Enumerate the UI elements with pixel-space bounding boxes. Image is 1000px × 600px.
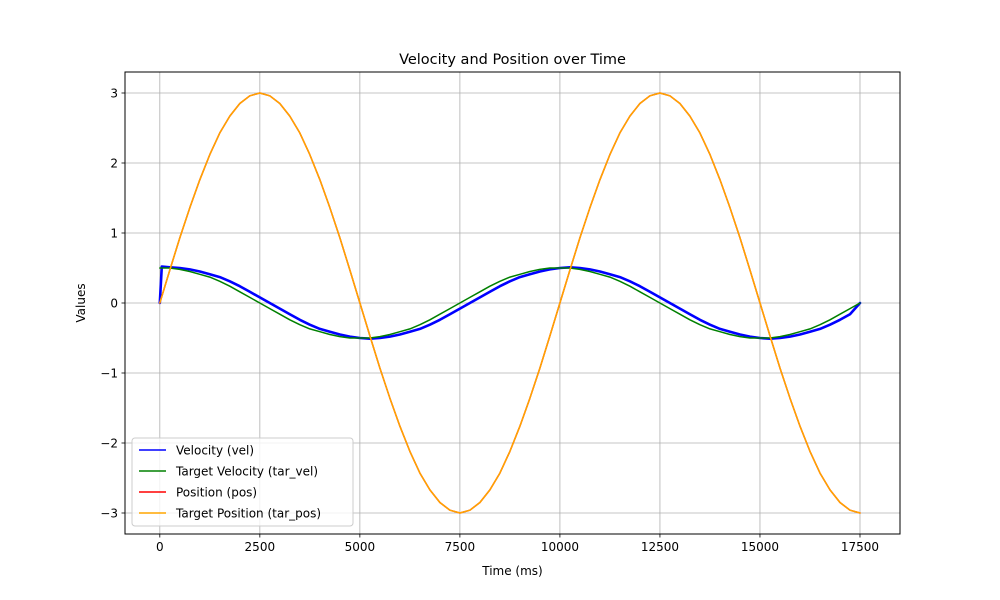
- x-tick-label: 17500: [841, 540, 879, 554]
- y-tick-label: −2: [100, 436, 118, 450]
- x-tick-label: 12500: [641, 540, 679, 554]
- y-tick-label: 3: [110, 86, 118, 100]
- chart-title: Velocity and Position over Time: [399, 52, 626, 68]
- y-tick-label: −1: [100, 366, 118, 380]
- legend-box: [131, 437, 354, 527]
- x-tick-label: 5000: [345, 540, 376, 554]
- legend-label: Target Position (tar_pos): [175, 506, 321, 520]
- legend-label: Target Velocity (tar_vel): [175, 464, 318, 478]
- y-tick-label: 1: [110, 226, 118, 240]
- series-line-target-velocity-tar-vel: [159, 267, 861, 339]
- y-tick-label: −3: [100, 506, 118, 520]
- y-tick-label: 0: [110, 296, 118, 310]
- y-axis: −3 −2 −1 0 1 2 3: [100, 86, 125, 520]
- y-tick-label: 2: [110, 156, 118, 170]
- y-axis-title: Values: [74, 283, 88, 322]
- x-axis-title: Time (ms): [481, 564, 543, 578]
- series-line-velocity-vel: [158, 265, 862, 341]
- x-tick-label: 15000: [741, 540, 779, 554]
- series-line-target-position-tar-pos: [159, 92, 861, 514]
- x-tick-label: 10000: [541, 540, 579, 554]
- x-tick-label: 2500: [245, 540, 276, 554]
- x-tick-label: 7500: [445, 540, 476, 554]
- legend: Velocity (vel) Target Velocity (tar_vel) P…: [131, 437, 354, 527]
- x-tick-label: 0: [156, 540, 164, 554]
- legend-label: Velocity (vel): [176, 443, 254, 457]
- series-lines: [158, 92, 862, 514]
- legend-label: Position (pos): [176, 485, 257, 499]
- x-axis: 0 2500 5000 7500 10000 12500 15000 17500: [156, 534, 879, 554]
